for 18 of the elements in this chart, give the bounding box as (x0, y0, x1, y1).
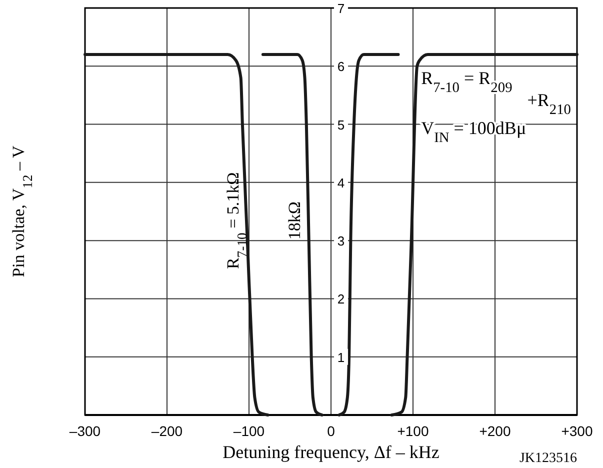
text: 18kΩ (284, 202, 304, 240)
x-tick-label: +300 (561, 423, 593, 439)
y-tick-label: 3 (337, 234, 345, 249)
y-tick-label: 2 (337, 292, 345, 307)
y-tick-label: 5 (337, 117, 345, 132)
x-tick-label: –300 (69, 423, 101, 439)
y-tick-label: 6 (337, 59, 345, 74)
y-tick-label: 7 (337, 1, 345, 16)
x-tick-label: +200 (479, 423, 511, 439)
annotation: +R$_{210}$ (527, 90, 571, 118)
x-axis-title: Detuning frequency, Δf – kHz (222, 442, 440, 462)
x-tick-label: –100 (233, 423, 265, 439)
y-tick-label: 4 (337, 175, 345, 190)
x-tick-label: –200 (151, 423, 183, 439)
x-tick-label: +100 (397, 423, 429, 439)
y-tick-label: 1 (337, 350, 345, 365)
text: JK123516 (519, 451, 577, 466)
x-tick-label: 0 (327, 423, 336, 439)
